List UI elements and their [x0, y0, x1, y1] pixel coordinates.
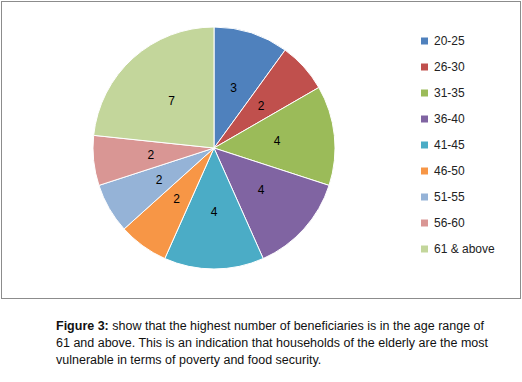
svg-text:41-45: 41-45: [434, 138, 465, 152]
svg-text:46-50: 46-50: [434, 164, 465, 178]
svg-text:61 & above: 61 & above: [434, 242, 495, 256]
svg-text:2: 2: [258, 99, 265, 113]
svg-text:7: 7: [168, 94, 175, 108]
svg-text:4: 4: [258, 183, 265, 197]
svg-text:4: 4: [274, 134, 281, 148]
svg-text:31-35: 31-35: [434, 86, 465, 100]
svg-text:2: 2: [148, 148, 155, 162]
svg-text:4: 4: [211, 205, 218, 219]
svg-text:26-30: 26-30: [434, 60, 465, 74]
svg-text:20-25: 20-25: [434, 34, 465, 48]
svg-text:36-40: 36-40: [434, 112, 465, 126]
html-text:Figure 3: show that the highes: Figure 3: show that the highest number o…: [56, 319, 488, 367]
svg-text:51-55: 51-55: [434, 190, 465, 204]
svg-text:56-60: 56-60: [434, 216, 465, 230]
svg-text:2: 2: [156, 173, 163, 187]
svg-text:3: 3: [230, 81, 237, 95]
svg-text:2: 2: [173, 192, 180, 206]
